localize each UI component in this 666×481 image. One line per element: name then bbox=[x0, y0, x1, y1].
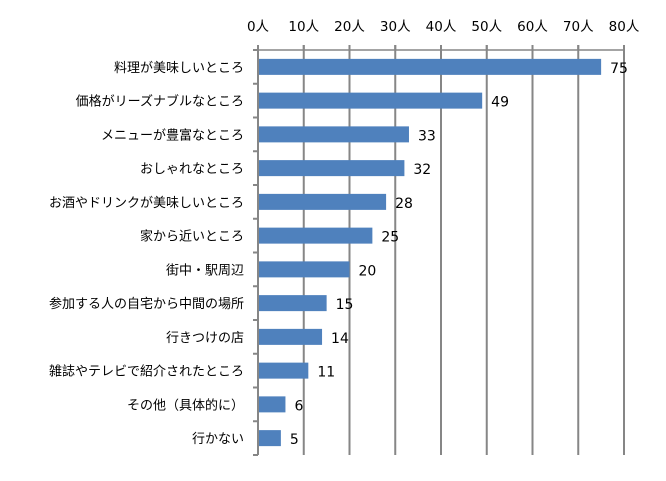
category-label: 参加する人の自宅から中間の場所 bbox=[49, 296, 244, 312]
bar bbox=[259, 126, 409, 143]
x-tick-label: 20人 bbox=[334, 19, 365, 35]
category-label: 街中・駅周辺 bbox=[166, 263, 244, 278]
category-label: 雑誌やテレビで紹介されたところ bbox=[49, 364, 244, 380]
x-tick-label: 10人 bbox=[288, 19, 319, 35]
x-tick-label: 30人 bbox=[380, 19, 411, 35]
bar bbox=[259, 227, 373, 244]
data-label: 5 bbox=[290, 432, 299, 448]
bar bbox=[259, 92, 483, 109]
data-label: 32 bbox=[413, 162, 431, 178]
bar bbox=[259, 160, 405, 177]
x-tick-label: 60人 bbox=[517, 19, 548, 35]
category-label: 行かない bbox=[192, 432, 244, 447]
bar bbox=[259, 193, 387, 210]
category-label: その他（具体的に） bbox=[127, 397, 244, 413]
category-label: 家から近いところ bbox=[140, 229, 244, 245]
x-tick-label: 40人 bbox=[426, 19, 457, 35]
bar bbox=[259, 58, 602, 75]
category-label: 行きつけの店 bbox=[166, 331, 244, 346]
data-label: 25 bbox=[381, 230, 399, 246]
bar bbox=[259, 295, 327, 312]
bar bbox=[259, 328, 323, 345]
data-label: 28 bbox=[395, 196, 413, 212]
category-label: 価格がリーズナブルなところ bbox=[76, 94, 244, 110]
data-label: 33 bbox=[418, 128, 436, 144]
data-label: 11 bbox=[317, 365, 335, 381]
category-label: おしゃれなところ bbox=[140, 162, 244, 177]
x-tick-label: 80人 bbox=[609, 19, 640, 35]
x-tick-label: 50人 bbox=[471, 19, 502, 35]
bar bbox=[259, 396, 286, 413]
data-label: 6 bbox=[294, 398, 303, 414]
category-label: メニューが豊富なところ bbox=[101, 127, 244, 143]
category-label: 料理が美味しいところ bbox=[114, 61, 244, 76]
x-tick-label: 70人 bbox=[563, 19, 594, 35]
data-label: 15 bbox=[336, 297, 354, 313]
bar bbox=[259, 261, 350, 278]
x-tick-label: 0人 bbox=[247, 19, 270, 35]
data-label: 49 bbox=[491, 95, 509, 111]
data-label: 14 bbox=[331, 331, 349, 347]
bar bbox=[259, 362, 309, 379]
data-label: 75 bbox=[610, 61, 628, 77]
bar bbox=[259, 430, 281, 447]
category-label: お酒やドリンクが美味しいところ bbox=[49, 196, 244, 211]
data-label: 20 bbox=[359, 263, 377, 279]
